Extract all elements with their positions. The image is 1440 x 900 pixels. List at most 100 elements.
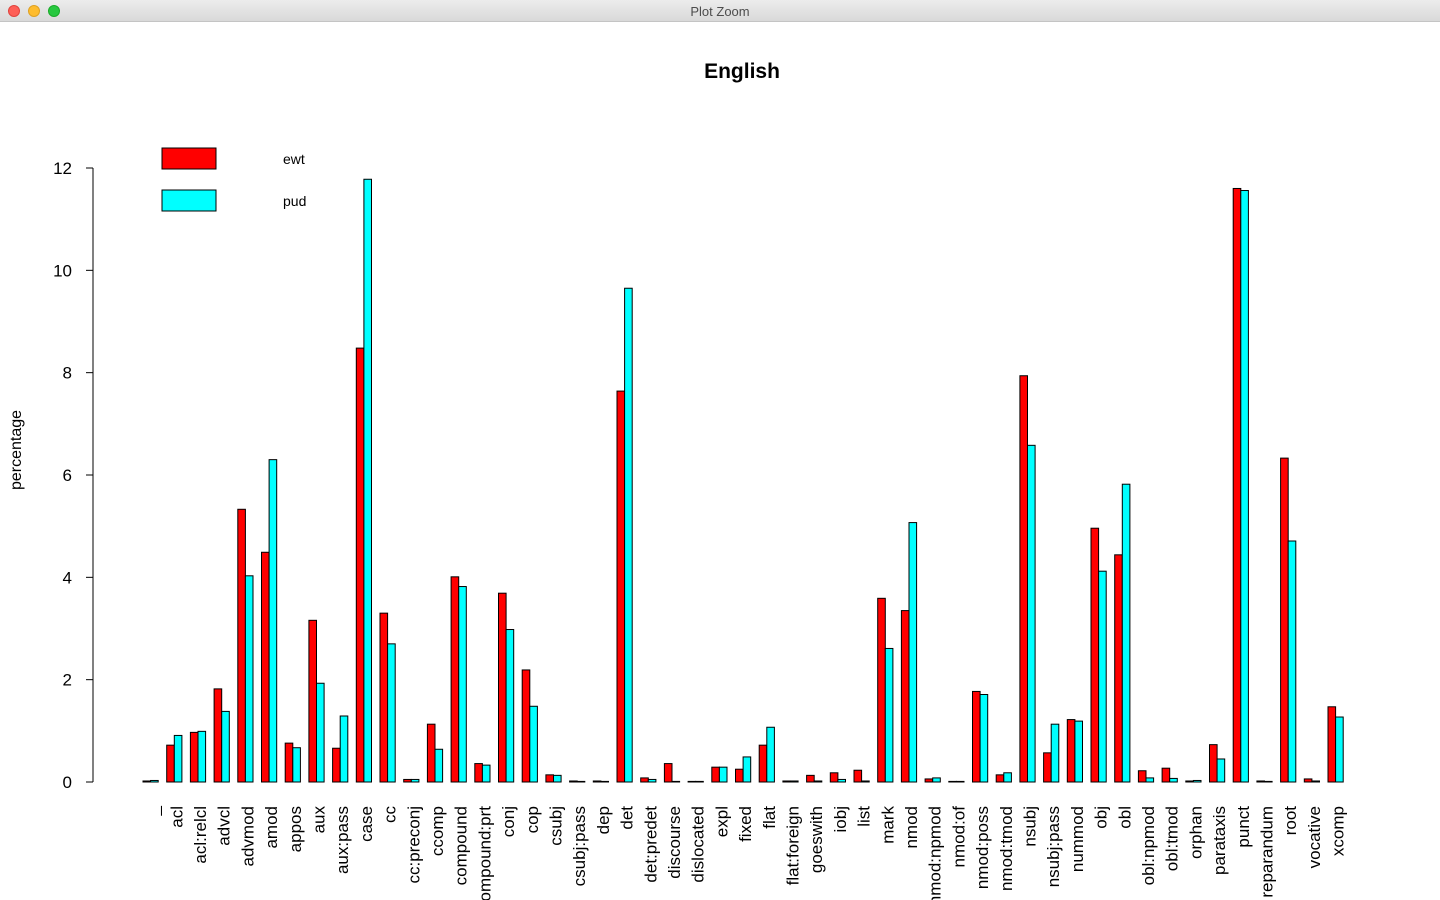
bar-ewt xyxy=(972,690,981,783)
bar-ewt xyxy=(1090,527,1100,783)
bar-ewt xyxy=(569,780,578,783)
bar-ewt xyxy=(900,610,910,783)
bar-pud xyxy=(1121,483,1131,783)
x-tick-label: obj xyxy=(1092,806,1111,829)
bar-ewt xyxy=(426,723,436,783)
x-tick-label: det:predet xyxy=(641,806,660,883)
x-tick-label: dislocated xyxy=(689,806,708,883)
bar-ewt xyxy=(1303,778,1313,783)
x-tick-label: advcl xyxy=(215,806,234,846)
bar-pud xyxy=(1335,716,1344,783)
x-tick-label: root xyxy=(1281,806,1300,836)
bar-pud xyxy=(576,780,586,783)
x-tick-label: nmod:tmod xyxy=(997,806,1016,891)
x-tick-label: cc xyxy=(381,806,400,824)
bar-pud xyxy=(624,287,633,783)
legend-swatch-pud xyxy=(161,189,217,212)
x-tick-label: appos xyxy=(286,806,305,852)
x-tick-label: ccomp xyxy=(428,806,447,856)
x-tick-label: cc:preconj xyxy=(404,806,423,883)
x-tick-label: dep xyxy=(594,806,613,834)
bar-ewt xyxy=(1256,780,1266,783)
minimize-window-button[interactable] xyxy=(28,5,40,17)
bar-pud xyxy=(1098,570,1107,783)
x-tick-label: orphan xyxy=(1186,806,1205,859)
bar-ewt xyxy=(498,592,507,783)
x-tick-label: nmod:npmod xyxy=(926,806,945,900)
x-tick-label: case xyxy=(357,806,376,842)
x-tick-label: obl xyxy=(1115,806,1134,829)
x-tick-label: amod xyxy=(262,806,281,849)
bar-pud xyxy=(742,756,752,783)
bar-pud xyxy=(861,780,870,783)
bar-ewt xyxy=(687,780,697,783)
bar-ewt xyxy=(948,780,957,783)
bar-ewt xyxy=(1043,752,1052,783)
bar-pud xyxy=(1003,772,1012,783)
bar-ewt xyxy=(592,780,602,783)
x-tick-label: nmod:poss xyxy=(973,806,992,889)
x-tick-label: acl xyxy=(167,806,186,828)
bar-pud xyxy=(979,694,989,783)
y-tick-label: 8 xyxy=(63,364,72,383)
legend-swatch-ewt xyxy=(161,147,217,170)
bar-ewt xyxy=(189,731,199,783)
bar-pud xyxy=(410,778,420,783)
y-axis: 0 2 4 6 8 10 12 xyxy=(53,159,94,792)
zoom-window-button[interactable] xyxy=(48,5,60,17)
x-tick-label: conj xyxy=(499,806,518,837)
x-tick-label: obl:tmod xyxy=(1163,806,1182,871)
bar-pud xyxy=(1192,779,1202,783)
bar-pud xyxy=(173,734,183,783)
bar-ewt xyxy=(1066,719,1076,783)
bar-ewt xyxy=(616,390,626,783)
bar-ewt xyxy=(332,747,341,783)
bar-ewt xyxy=(663,763,673,783)
bar-ewt xyxy=(308,619,317,783)
x-tick-label: acl:relcl xyxy=(191,806,210,864)
x-tick-label: parataxis xyxy=(1210,806,1229,875)
bar-ewt xyxy=(142,780,152,783)
x-tick-label: _ xyxy=(144,805,163,816)
bar-ewt xyxy=(166,744,175,783)
bar-pud xyxy=(600,780,610,783)
chart-title: English xyxy=(704,60,780,83)
bar-pud xyxy=(434,748,444,783)
x-tick-label: nmod xyxy=(902,806,921,849)
bar-ewt xyxy=(877,597,886,783)
bar-ewt xyxy=(806,774,815,783)
bar-pud xyxy=(244,575,254,783)
x-tick-label: obl:npmod xyxy=(1139,806,1158,885)
bar-pud xyxy=(505,629,515,783)
x-tick-label: nmod:of xyxy=(949,806,968,868)
bar-ewt xyxy=(758,744,768,783)
bar-pud xyxy=(1145,777,1155,783)
x-tick-label: nsubj xyxy=(1021,806,1040,847)
bar-ewt xyxy=(521,669,531,783)
bar-pud xyxy=(339,715,349,783)
close-window-button[interactable] xyxy=(8,5,20,17)
bar-ewt xyxy=(1114,554,1123,783)
x-tick-label: reparandum xyxy=(1258,806,1277,898)
bar-ewt xyxy=(924,778,934,783)
bar-pud xyxy=(1050,723,1060,783)
bar-ewt xyxy=(355,347,365,783)
window-title: Plot Zoom xyxy=(690,4,750,19)
bar-pud xyxy=(150,779,159,783)
bar-pud xyxy=(553,774,562,783)
bar-ewt xyxy=(379,612,389,783)
x-tick-label: goeswith xyxy=(807,806,826,873)
legend-label-ewt: ewt xyxy=(283,151,305,167)
x-tick-label: iobj xyxy=(831,806,850,832)
bar-ewt xyxy=(711,766,720,783)
window-titlebar: Plot Zoom xyxy=(0,0,1440,22)
x-tick-label: flat:foreign xyxy=(784,806,803,885)
legend: ewt pud xyxy=(161,147,306,212)
y-tick-label: 6 xyxy=(63,466,72,485)
x-tick-label: flat xyxy=(760,806,779,829)
bar-ewt xyxy=(1137,770,1147,783)
x-tick-label: advmod xyxy=(238,806,257,866)
bar-ewt xyxy=(403,778,412,783)
bar-pud xyxy=(1264,780,1273,783)
x-tick-label: punct xyxy=(1234,806,1253,848)
